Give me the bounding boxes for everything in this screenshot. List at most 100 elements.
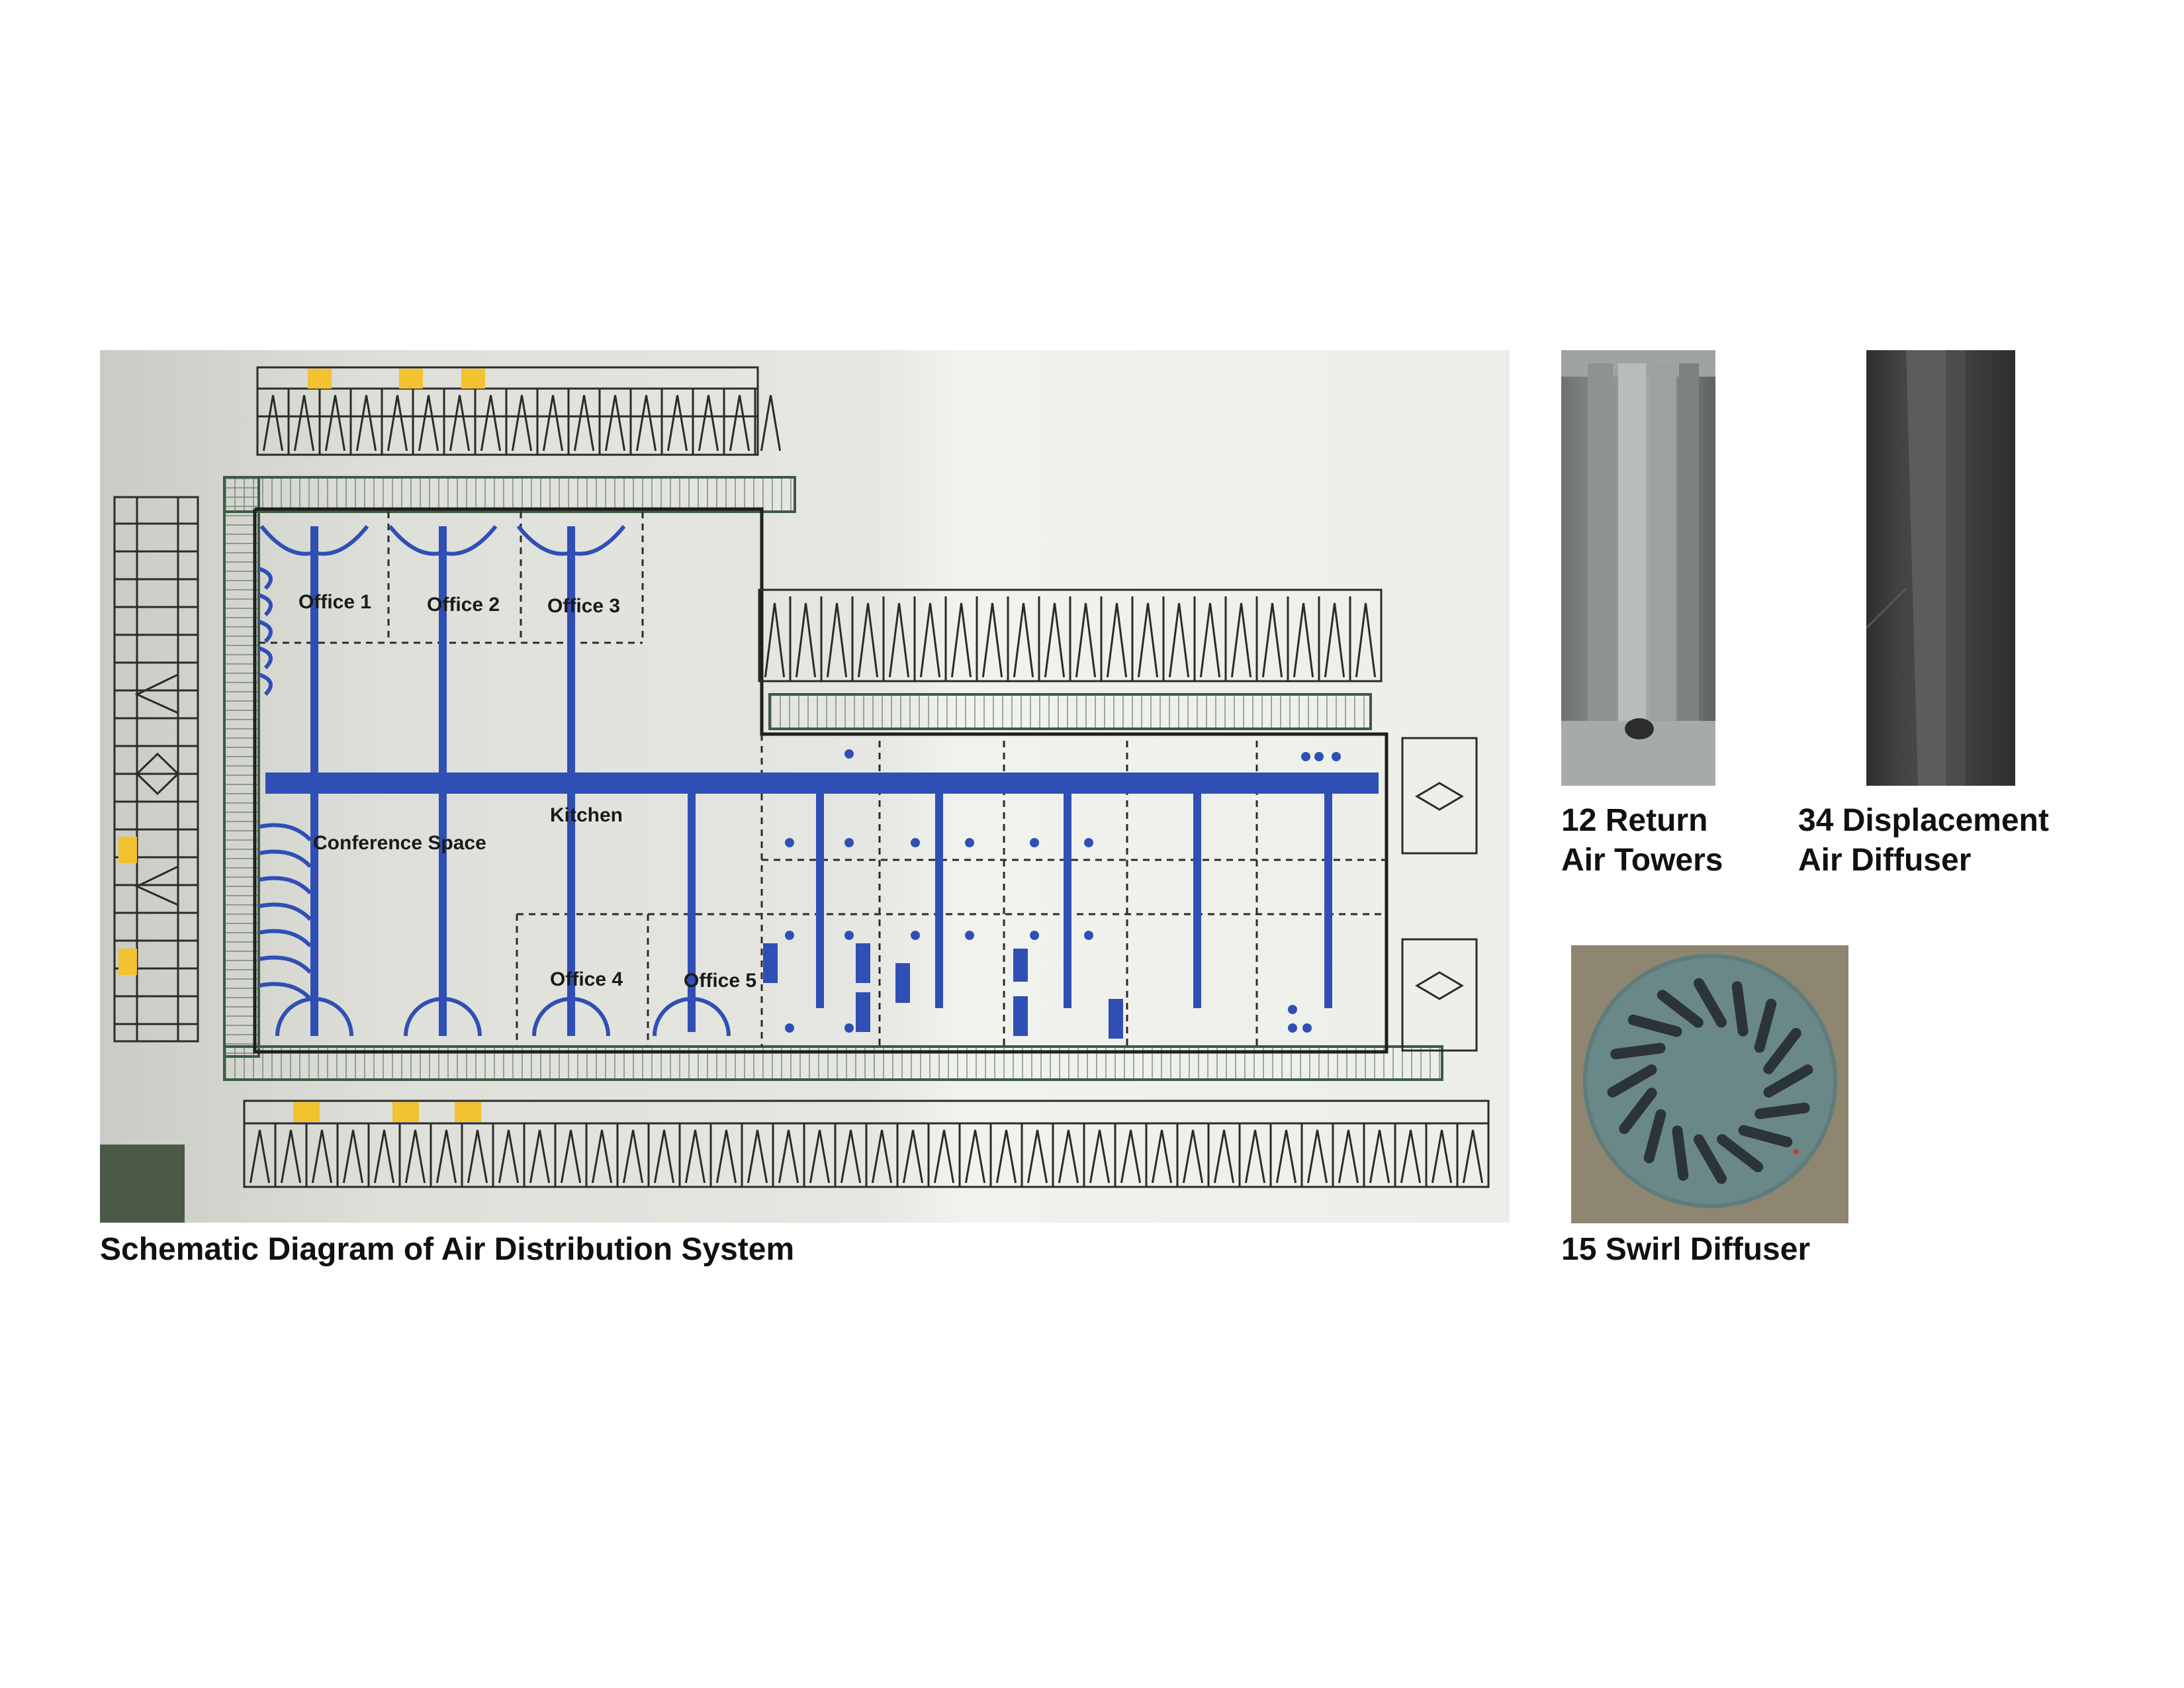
swirl-slot: [1694, 1134, 1727, 1184]
fixture-symbol: [1369, 1129, 1390, 1184]
room-label-office-5: Office 5: [684, 970, 756, 992]
fixture-symbol: [1182, 1129, 1204, 1184]
fixture-symbol: [1244, 1129, 1266, 1184]
fixture-symbol: [666, 395, 688, 451]
fixture-symbol: [964, 1129, 986, 1184]
fixture-symbol: [311, 1129, 333, 1184]
fixture-symbol: [857, 602, 879, 678]
duct-branch-curve: [257, 593, 273, 617]
fixture-symbol: [1151, 1129, 1173, 1184]
fixture-symbol: [950, 602, 972, 678]
fixture-symbol: [435, 1129, 457, 1184]
right-fixture-boxes: [1401, 737, 1478, 1052]
top-fixture-strip: [256, 366, 782, 456]
fixture-symbol: [280, 1129, 302, 1184]
mid-fixture-strip: [758, 588, 1383, 682]
swirl-slot: [1763, 1064, 1813, 1098]
fixture-symbol: [573, 395, 595, 451]
duct-branch-curve: [258, 955, 312, 974]
fixture-symbol: [1293, 602, 1314, 678]
diffuser-dot: [965, 838, 974, 847]
diffuser-dot: [1030, 931, 1039, 940]
fixture-symbol: [262, 395, 284, 451]
diffuser-dot: [1288, 1005, 1297, 1014]
swirl-slot: [1717, 1134, 1764, 1172]
swirl-slot: [1657, 990, 1704, 1028]
fixture-symbol: [933, 1129, 955, 1184]
duct-branch-curve: [570, 525, 626, 556]
fixture-symbol: [511, 395, 533, 451]
fixture-symbol: [1026, 1129, 1048, 1184]
fixture-symbol: [604, 395, 626, 451]
fixture-symbol: [1044, 602, 1066, 678]
swirl-slot: [1763, 1027, 1801, 1074]
fixture-symbol: [324, 395, 346, 451]
diffuser-dots: [785, 749, 1341, 1033]
fixture-symbol: [1275, 1129, 1297, 1184]
fixture-symbol: [715, 1129, 737, 1184]
displacement-caption: 34 Displacement Air Diffuser: [1798, 803, 2049, 878]
displacement-diffuser-photo: [1866, 350, 2015, 786]
diffuser-dot: [844, 749, 854, 759]
return-towers-caption: 12 Return Air Towers: [1561, 803, 1723, 878]
fixture-symbol: [622, 1129, 644, 1184]
duct-branch-curve: [516, 525, 572, 556]
schematic-diagram-photo: Office 1 Office 2 Office 3 Kitchen Confe…: [100, 350, 1510, 1223]
bottom-yellow-markers: [293, 1102, 481, 1122]
return-air-towers-photo: [1561, 350, 1715, 786]
displacement-illustration: [1866, 350, 1966, 786]
swirl-slot: [1627, 1014, 1682, 1037]
room-label-conference: Conference Space: [313, 832, 486, 854]
duct-branch-arc: [532, 997, 610, 1037]
fixture-symbol: [840, 1129, 862, 1184]
floor-plan-drawing: Office 1 Office 2 Office 3 Kitchen Confe…: [100, 366, 1490, 1223]
fixture-symbol: [1306, 1129, 1328, 1184]
fixture-symbol: [355, 395, 377, 451]
duct-branch-curve: [258, 876, 312, 895]
duct-branch-curve: [257, 567, 273, 590]
swirl-slot: [1738, 1125, 1793, 1148]
swirl-slot: [1643, 1109, 1666, 1164]
room-label-office-1: Office 1: [298, 591, 371, 613]
diffuser-dot: [1314, 752, 1324, 761]
fixture-symbol: [529, 1129, 551, 1184]
fixture-symbol: [778, 1129, 799, 1184]
fixture-symbol: [1230, 602, 1252, 678]
diffuser-dot: [1084, 931, 1093, 940]
fixture-symbol: [1355, 602, 1377, 678]
fixture-symbol: [1400, 1129, 1422, 1184]
fixture-symbol: [809, 1129, 831, 1184]
room-label-kitchen: Kitchen: [550, 804, 623, 826]
duct-branch-arc: [275, 997, 353, 1037]
fixture-symbol: [1075, 602, 1097, 678]
diffuser-dot: [1302, 1023, 1312, 1033]
duct-branch-curve: [388, 525, 443, 556]
towers-illustration: [1561, 350, 1715, 786]
fixture-symbol: [764, 602, 786, 678]
swirl-slot: [1754, 998, 1777, 1053]
left-fixture-strip: [113, 496, 199, 1043]
fixture-symbol: [498, 1129, 520, 1184]
fixture-symbol: [1261, 602, 1283, 678]
fixture-symbol: [1462, 1129, 1484, 1184]
corner-foliage: [100, 1145, 185, 1223]
fixture-symbol: [293, 395, 315, 451]
fixture-symbol: [1199, 602, 1221, 678]
duct-branches: [257, 525, 731, 1037]
diffuser-dot: [785, 838, 794, 847]
duct-branch-curve: [258, 902, 312, 921]
swirl-slot: [1694, 978, 1727, 1028]
fixture-symbol: [729, 395, 751, 451]
room-label-office-2: Office 2: [427, 594, 500, 616]
diffuser-dot: [911, 838, 920, 847]
fixture-symbol: [404, 1129, 426, 1184]
duct-branch-curve: [259, 525, 315, 556]
schematic-caption: Schematic Diagram of Air Distribution Sy…: [100, 1232, 795, 1267]
swirl-caption: 15 Swirl Diffuser: [1561, 1232, 1811, 1267]
diffuser-dot: [1332, 752, 1341, 761]
fixture-symbol: [826, 602, 848, 678]
fixture-symbol: [871, 1129, 893, 1184]
diffuser-dot: [911, 931, 920, 940]
fixture-symbol: [684, 1129, 706, 1184]
swirl-illustration: [1583, 954, 1837, 1208]
